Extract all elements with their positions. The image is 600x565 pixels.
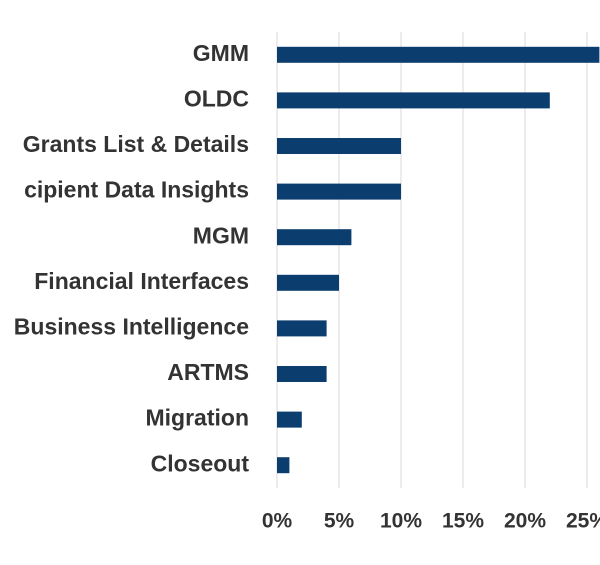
bar: [277, 46, 600, 63]
y-tick-label: Migration: [146, 405, 250, 431]
bar: [277, 229, 352, 246]
x-tick-label: 10%: [380, 510, 422, 533]
y-tick-label: MGM: [193, 222, 249, 248]
y-tick-label: cipient Data Insights: [24, 177, 249, 203]
y-tick-label: Closeout: [151, 450, 250, 476]
bar: [277, 183, 401, 200]
bar: [277, 138, 401, 154]
bar: [277, 92, 550, 109]
y-tick-label: ARTMS: [167, 359, 249, 385]
y-tick-label: GMM: [193, 40, 249, 66]
x-tick-label: 15%: [442, 510, 484, 533]
y-tick-label: OLDC: [184, 85, 249, 111]
y-tick-label: Grants List & Details: [23, 131, 249, 157]
bar: [277, 457, 290, 474]
x-tick-label: 20%: [504, 510, 546, 533]
bar: [277, 411, 302, 428]
x-tick-label: 25%: [566, 510, 600, 533]
y-tick-label: Financial Interfaces: [34, 268, 249, 294]
bar: [277, 366, 327, 382]
bar: [277, 274, 339, 291]
bar: [277, 320, 327, 337]
x-tick-label: 5%: [324, 510, 355, 533]
y-tick-label: Business Intelligence: [14, 313, 249, 339]
x-tick-label: 0%: [262, 510, 293, 533]
